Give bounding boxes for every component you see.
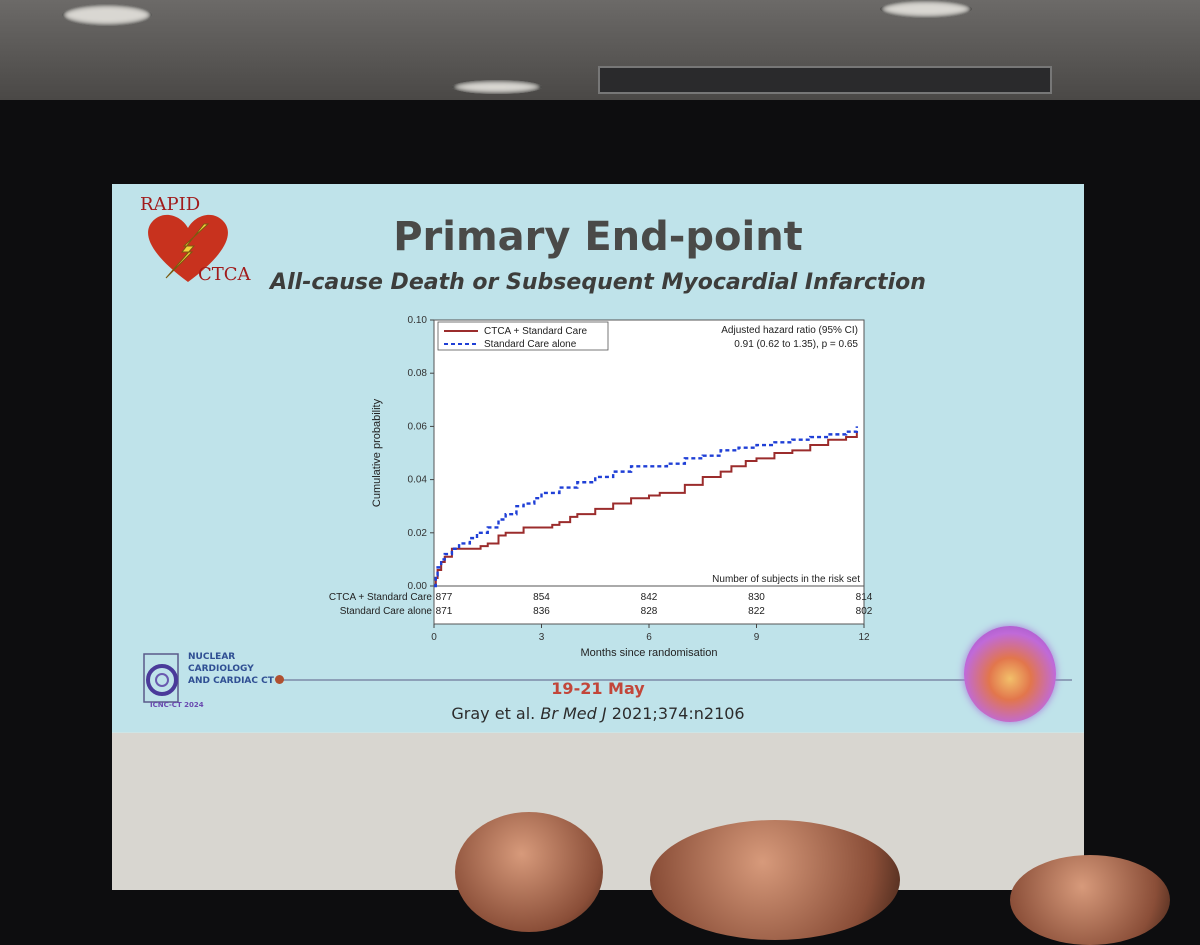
risk-cell: 802 xyxy=(856,606,873,617)
x-axis-label: Months since randomisation xyxy=(581,647,718,659)
slide-title: Primary End-point xyxy=(393,214,803,260)
rapid-ctca-logo: RAPID CTCA xyxy=(130,194,251,286)
conference-logo: NUCLEAR CARDIOLOGY AND CARDIAC CT ICNC-C… xyxy=(140,646,290,718)
legend-box xyxy=(437,321,609,351)
conference-tag: ICNC-CT 2024 xyxy=(150,701,204,709)
ceiling-vent xyxy=(598,66,1052,94)
heart-icon xyxy=(148,214,228,282)
km-chart: 0.00 0.02 0.04 0.06 0.08 0.10 Number of subjec… xyxy=(329,315,873,659)
risk-cell: 871 xyxy=(436,606,453,617)
conference-line-2: CARDIOLOGY xyxy=(188,664,254,674)
risk-row-label: CTCA + Standard Care xyxy=(329,592,433,603)
conference-line-3: AND CARDIAC CT xyxy=(188,676,274,686)
risk-cell: 822 xyxy=(748,606,765,617)
risk-row-label: Standard Care alone xyxy=(340,606,433,617)
hazard-ratio-annotation: 0.91 (0.62 to 1.35), p = 0.65 xyxy=(734,339,858,350)
slide: RAPID CTCA Primary End-point All-cause D… xyxy=(112,184,1084,732)
citation-author: Gray et al. xyxy=(451,704,536,723)
legend-label: Standard Care alone xyxy=(484,339,577,350)
slide-subtitle: All-cause Death or Subsequent Myocardial… xyxy=(270,270,926,295)
risk-cell: 854 xyxy=(533,592,550,603)
series-line-standard-care xyxy=(434,426,859,588)
logo-top-text: RAPID xyxy=(140,194,201,215)
series-line-ctca xyxy=(434,431,858,587)
audience-head xyxy=(1010,855,1170,945)
legend-label: CTCA + Standard Care xyxy=(484,326,588,337)
citation-journal: Br Med J xyxy=(540,704,607,723)
risk-cell: 842 xyxy=(641,592,658,603)
logo-bottom-text: CTCA xyxy=(198,264,251,285)
x-tick-label: 0 xyxy=(431,632,437,643)
y-tick-label: 0.00 xyxy=(408,581,428,592)
y-tick-label: 0.02 xyxy=(408,528,428,539)
risk-cell: 836 xyxy=(533,606,550,617)
ceiling-light xyxy=(880,0,972,18)
conference-dates: 19-21 May xyxy=(551,679,645,698)
plot-area xyxy=(433,319,865,587)
risk-cell: 830 xyxy=(748,592,765,603)
footer-dot xyxy=(275,675,284,684)
y-tick-label: 0.06 xyxy=(408,421,428,432)
hazard-ratio-annotation: Adjusted hazard ratio (95% CI) xyxy=(721,325,858,336)
conference-emblem-icon xyxy=(143,653,179,703)
ceiling-light xyxy=(62,4,152,26)
x-tick-label: 6 xyxy=(646,632,652,643)
risk-cell: 877 xyxy=(436,592,453,603)
audience-head xyxy=(650,820,900,940)
x-tick-label: 9 xyxy=(754,632,760,643)
ceiling-light xyxy=(452,80,542,94)
citation-ref: 2021;374:n2106 xyxy=(611,704,745,723)
ceiling xyxy=(0,0,1200,100)
y-tick-label: 0.08 xyxy=(408,368,428,379)
y-tick-label: 0.10 xyxy=(408,315,428,326)
x-tick-label: 3 xyxy=(539,632,545,643)
risk-cell: 814 xyxy=(856,592,873,603)
x-tick-label: 12 xyxy=(858,632,870,643)
risk-table-title: Number of subjects in the risk set xyxy=(712,574,860,585)
projection-screen: RAPID CTCA Primary End-point All-cause D… xyxy=(112,184,1084,890)
audience-head xyxy=(455,812,603,932)
citation: Gray et al. Br Med J 2021;374:n2106 xyxy=(112,704,1084,723)
risk-cell: 828 xyxy=(641,606,658,617)
heart-orb-image xyxy=(964,626,1056,722)
y-axis-label: Cumulative probability xyxy=(371,398,383,507)
conference-line-1: NUCLEAR xyxy=(188,652,236,662)
risk-table-box xyxy=(433,585,865,625)
y-tick-label: 0.04 xyxy=(408,475,428,486)
footer-divider xyxy=(282,679,1072,681)
